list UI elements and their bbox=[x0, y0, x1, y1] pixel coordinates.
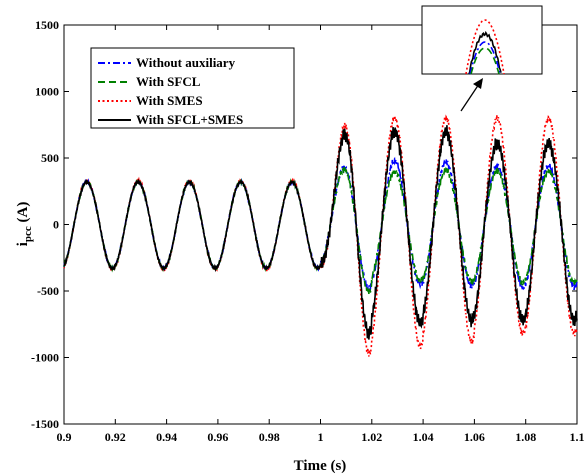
y-tick-label: -1000 bbox=[31, 351, 59, 365]
x-tick-label: 1.08 bbox=[515, 430, 536, 444]
inset-peak-line bbox=[470, 47, 500, 75]
x-tick-label: 1.1 bbox=[570, 430, 585, 444]
legend: Without auxiliary With SFCL With SMES With … bbox=[90, 47, 295, 129]
inset-peak-line bbox=[465, 19, 505, 75]
x-tick-label: 0.98 bbox=[259, 430, 280, 444]
x-tick-label: 1 bbox=[318, 430, 324, 444]
series-line bbox=[63, 156, 578, 293]
inset-peak-line bbox=[469, 41, 501, 75]
inset-arrowhead bbox=[473, 78, 483, 89]
inset-arrow bbox=[460, 83, 480, 112]
x-tick-label: 0.94 bbox=[156, 430, 177, 444]
x-tick-label: 1.02 bbox=[361, 430, 382, 444]
inset bbox=[421, 5, 543, 112]
series-line bbox=[63, 125, 578, 340]
y-tick-label: 500 bbox=[41, 151, 59, 165]
inset-box bbox=[421, 5, 543, 75]
y-tick-label: 1500 bbox=[35, 18, 59, 32]
inset-peak-line bbox=[468, 30, 502, 75]
legend-label: Without auxiliary bbox=[136, 55, 236, 70]
y-axis-label: ipcc (A) bbox=[15, 202, 34, 247]
x-tick-label: 1.06 bbox=[464, 430, 485, 444]
legend-label: With SFCL bbox=[136, 74, 201, 89]
x-tick-label: 0.92 bbox=[105, 430, 126, 444]
legend-label: With SFCL+SMES bbox=[136, 112, 243, 127]
x-tick-label: 1.04 bbox=[413, 430, 434, 444]
y-tick-label: 0 bbox=[53, 218, 59, 232]
y-tick-label: -1500 bbox=[31, 417, 59, 431]
series-lines bbox=[63, 114, 578, 357]
y-tick-label: -500 bbox=[37, 284, 59, 298]
y-tick-label: 1000 bbox=[35, 85, 59, 99]
x-axis-label: Time (s) bbox=[294, 458, 347, 474]
legend-box bbox=[90, 47, 295, 129]
legend-label: With SMES bbox=[136, 93, 203, 108]
ticks: 0.9 0.92 0.94 0.96 0.98 1 1.02 1.04 1.06 1.08 1.1 1… bbox=[31, 18, 585, 444]
x-tick-label: 0.96 bbox=[207, 430, 228, 444]
x-tick-label: 0.9 bbox=[57, 430, 72, 444]
